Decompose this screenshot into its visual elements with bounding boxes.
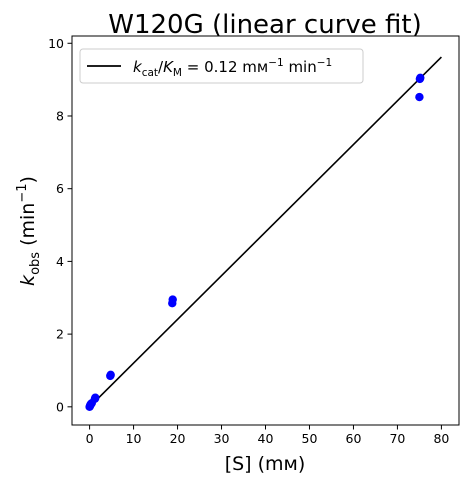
- data-point: [91, 393, 100, 402]
- x-tick-label: 60: [346, 431, 362, 446]
- x-tick-label: 20: [170, 431, 186, 446]
- legend-box: [79, 48, 364, 84]
- y-axis-label: kobs (min−1): [15, 176, 43, 286]
- y-tick-label: 4: [56, 254, 64, 269]
- legend-label: kcat/KM = 0.12 mм−1 min−1: [133, 57, 332, 79]
- data-point: [416, 73, 425, 83]
- data-point: [106, 370, 115, 380]
- y-tick-label: 10: [48, 36, 64, 51]
- x-tick-label: 50: [302, 431, 318, 446]
- data-point: [415, 92, 424, 102]
- y-tick-label: 2: [56, 327, 64, 342]
- y-label-sup: −1: [15, 183, 30, 202]
- x-tick-label: 30: [214, 431, 230, 446]
- x-tick-label: 10: [126, 431, 142, 446]
- fit-line: [89, 56, 442, 408]
- y-label-rest: (min: [17, 203, 39, 252]
- x-tick-label: 70: [389, 431, 405, 446]
- x-tick-label: 80: [433, 431, 449, 446]
- legend: kcat/KM = 0.12 mм−1 min−1: [79, 48, 364, 84]
- y-tick-label: 0: [56, 399, 64, 414]
- y-axis: 0 2 4 6 8 10: [48, 36, 72, 414]
- y-tick-label: 6: [56, 181, 64, 196]
- plot-area: [85, 56, 442, 412]
- y-label-k: k: [17, 274, 39, 286]
- y-label-close: ): [17, 176, 39, 183]
- data-point: [168, 295, 177, 304]
- x-tick-label: 0: [86, 431, 94, 446]
- x-axis: 0 10 20 30 40 50 60 70 80: [86, 425, 449, 446]
- y-label-sub: obs: [28, 252, 43, 275]
- x-tick-label: 40: [258, 431, 274, 446]
- y-tick-label: 8: [56, 108, 64, 123]
- x-axis-label: [S] (mм): [225, 453, 306, 475]
- chart-title: W120G (linear curve fit): [108, 10, 422, 40]
